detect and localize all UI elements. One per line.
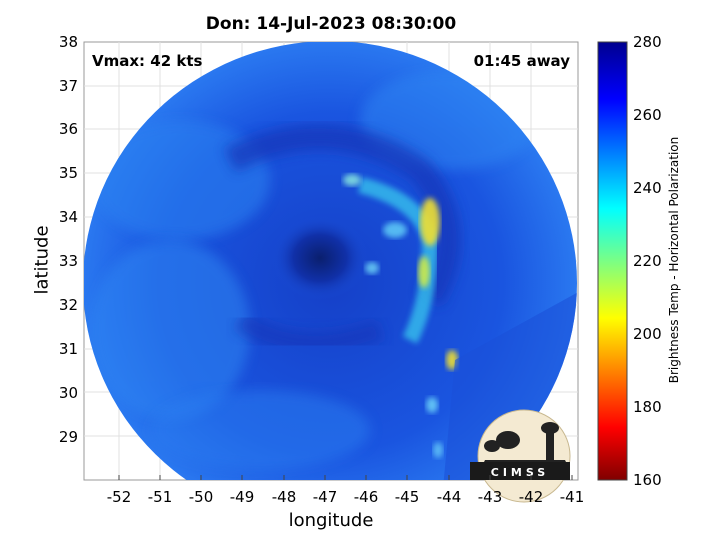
y-tick-label: 29 [58, 428, 78, 446]
y-tick-label: 36 [58, 120, 78, 138]
x-tick-label: -47 [312, 488, 338, 506]
colorbar-tick-label: 160 [633, 471, 662, 489]
x-tick-label: -43 [477, 488, 503, 506]
colorbar-tick-label: 180 [633, 398, 662, 416]
time-away-label: 01:45 away [473, 52, 570, 70]
y-tick-label: 38 [58, 33, 78, 51]
x-tick-label: -48 [271, 488, 297, 506]
colorbar-tick-label: 200 [633, 325, 662, 343]
x-tick-label: -52 [106, 488, 132, 506]
x-tick-label: -49 [229, 488, 255, 506]
vmax-label: Vmax: 42 kts [92, 52, 203, 70]
cimss-logo: CIMSS [470, 409, 571, 503]
figure-title: Don: 14-Jul-2023 08:30:00 [205, 14, 457, 34]
y-tick-label: 34 [58, 208, 78, 226]
colorbar [597, 41, 628, 481]
x-tick-label: -44 [436, 488, 462, 506]
x-tick-label: -41 [559, 488, 585, 506]
brightness-temperature-image [84, 42, 577, 480]
y-tick-label: 30 [58, 384, 78, 402]
x-tick-label: -51 [147, 488, 173, 506]
y-tick-label: 35 [58, 164, 78, 182]
y-axis-label: latitude [31, 225, 53, 295]
y-tick-label: 32 [58, 296, 78, 314]
y-tick-label: 31 [58, 340, 78, 358]
x-tick-label: -45 [394, 488, 420, 506]
logo-text: CIMSS [491, 466, 549, 479]
colorbar-tick-label: 260 [633, 106, 662, 124]
x-axis-label: longitude [288, 510, 374, 531]
colorbar-tick-label: 240 [633, 179, 662, 197]
y-tick-label: 33 [58, 252, 78, 270]
x-tick-marks [118, 475, 573, 480]
y-tick-label: 37 [58, 77, 78, 95]
colorbar-label: Brightness Temp - Horizontal Polarizatio… [667, 136, 681, 384]
x-tick-label: -46 [353, 488, 379, 506]
x-tick-label: -42 [518, 488, 544, 506]
storm-eye [272, 216, 368, 300]
colorbar-tick-label: 220 [633, 252, 662, 270]
x-tick-label: -50 [188, 488, 214, 506]
colorbar-tick-label: 280 [633, 33, 662, 51]
